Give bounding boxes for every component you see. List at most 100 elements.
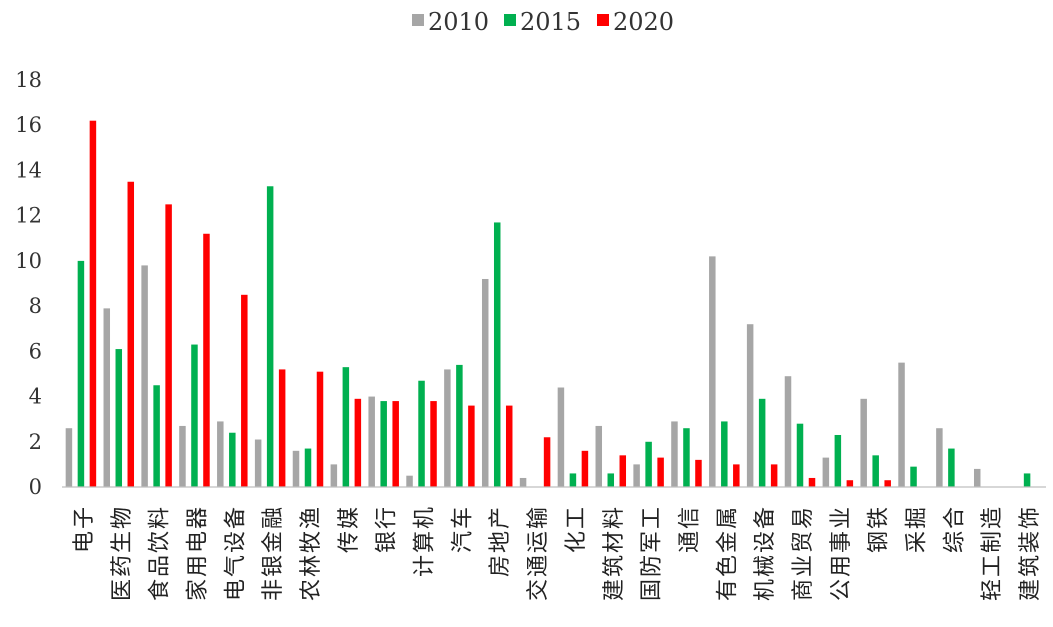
bar-2015-6 xyxy=(304,448,312,487)
x-category-label: 食品饮料 xyxy=(148,505,173,601)
x-category-label: 公用事业 xyxy=(829,505,854,601)
x-category-label: 电子 xyxy=(72,505,97,553)
bar-2015-14 xyxy=(607,473,615,487)
bar-2015-8 xyxy=(380,401,387,487)
bar-2015-16 xyxy=(683,428,690,487)
bar-2020-17 xyxy=(733,464,740,487)
x-category-label: 建筑装饰 xyxy=(1018,505,1043,601)
bar-2010-22 xyxy=(898,362,905,487)
x-category-label: 交通运输 xyxy=(526,505,551,601)
x-category-label: 机械设备 xyxy=(753,505,778,601)
bar-2010-10 xyxy=(444,369,451,487)
x-category-label: 有色金属 xyxy=(715,505,740,601)
y-axis: 0 2 4 6 8 10 12 14 16 18 xyxy=(15,68,42,499)
bar-2010-21 xyxy=(860,398,867,487)
bar-2010-19 xyxy=(784,376,792,487)
x-category-label: 通信 xyxy=(677,505,702,553)
bar-2020-6 xyxy=(316,371,324,487)
legend-label: 2015 xyxy=(520,8,581,36)
bar-2015-17 xyxy=(721,421,728,487)
bar-2020-12 xyxy=(543,437,551,487)
bar-2020-8 xyxy=(392,401,399,487)
x-category-label: 农林牧渔 xyxy=(299,505,324,601)
bar-2010-9 xyxy=(406,475,413,487)
bar-2020-3 xyxy=(203,233,210,487)
bar-2010-6 xyxy=(292,450,300,487)
bar-2020-18 xyxy=(770,464,778,487)
x-category-label: 国防军工 xyxy=(640,505,665,601)
bar-2010-20 xyxy=(822,457,830,487)
chart-legend: 2010 2015 2020 xyxy=(412,8,674,36)
bar-2015-22 xyxy=(910,466,917,487)
bar-2020-0 xyxy=(89,120,97,487)
legend-swatch-2010 xyxy=(412,14,424,26)
bar-2015-1 xyxy=(115,349,123,487)
bar-2020-4 xyxy=(241,294,248,487)
x-axis-labels: 电子 医药生物 食品饮料 家用电器 电气设备 非银金融 农林牧渔 传媒 银行 计算机 汽车 房地产 交通… xyxy=(72,505,1043,601)
bar-2015-2 xyxy=(153,385,160,487)
x-category-label: 医药生物 xyxy=(110,505,135,601)
bar-2020-13 xyxy=(581,450,589,487)
bar-2020-20 xyxy=(846,480,854,487)
bar-2015-13 xyxy=(569,473,577,487)
y-tick-label: 0 xyxy=(29,475,42,499)
bar-2010-8 xyxy=(368,396,375,487)
bar-2010-23 xyxy=(936,428,943,487)
bar-2015-4 xyxy=(229,432,236,487)
bar-2015-21 xyxy=(872,455,879,487)
x-category-label: 房地产 xyxy=(488,505,513,577)
bar-2015-0 xyxy=(77,260,85,487)
bar-2010-13 xyxy=(557,387,565,487)
y-tick-label: 6 xyxy=(29,339,42,363)
x-category-label: 电气设备 xyxy=(223,505,248,601)
legend-label: 2010 xyxy=(428,8,489,36)
x-category-label: 银行 xyxy=(375,505,400,553)
bar-2015-10 xyxy=(456,364,463,487)
bar-2015-3 xyxy=(191,344,198,487)
bar-2015-25 xyxy=(1023,473,1031,487)
y-tick-label: 18 xyxy=(15,68,42,92)
y-tick-label: 12 xyxy=(15,204,42,228)
x-category-label: 钢铁 xyxy=(867,505,892,553)
bar-2010-17 xyxy=(709,256,716,487)
x-category-label: 家用电器 xyxy=(185,505,210,601)
bar-2010-5 xyxy=(254,439,262,487)
bar-2020-11 xyxy=(505,405,513,487)
x-category-label: 商业贸易 xyxy=(791,505,816,601)
bar-2020-1 xyxy=(127,181,135,487)
y-tick-label: 8 xyxy=(29,294,42,318)
bar-2010-12 xyxy=(519,477,527,487)
x-category-label: 非银金融 xyxy=(261,505,286,601)
bar-2010-16 xyxy=(671,421,678,487)
bar-2010-7 xyxy=(330,464,338,487)
bar-2010-24 xyxy=(973,468,981,487)
bar-2020-21 xyxy=(884,480,891,487)
bar-2020-19 xyxy=(808,477,816,487)
x-category-label: 综合 xyxy=(942,505,967,553)
x-category-label: 计算机 xyxy=(413,505,438,577)
x-category-label: 化工 xyxy=(564,505,589,553)
bar-2010-3 xyxy=(179,425,186,487)
bar-2020-2 xyxy=(165,204,172,488)
bar-2020-14 xyxy=(619,455,627,487)
x-category-label: 建筑材料 xyxy=(602,505,627,601)
bar-2010-0 xyxy=(65,428,73,487)
y-tick-label: 16 xyxy=(15,113,42,137)
bar-2010-14 xyxy=(595,425,603,487)
y-tick-label: 10 xyxy=(15,249,42,273)
bar-2015-11 xyxy=(493,222,501,487)
y-tick-label: 14 xyxy=(15,158,42,182)
bar-2010-2 xyxy=(141,265,148,487)
y-tick-label: 4 xyxy=(29,385,42,409)
bar-2015-15 xyxy=(645,441,652,487)
bar-2010-1 xyxy=(103,308,111,487)
bar-2020-5 xyxy=(278,369,286,487)
x-category-label: 汽车 xyxy=(450,505,475,553)
bar-2015-23 xyxy=(948,448,955,487)
bar-2015-19 xyxy=(796,423,804,487)
bar-2015-20 xyxy=(834,434,842,487)
bar-2015-7 xyxy=(342,367,350,487)
legend-label: 2020 xyxy=(613,8,674,36)
bar-2020-15 xyxy=(657,457,664,487)
